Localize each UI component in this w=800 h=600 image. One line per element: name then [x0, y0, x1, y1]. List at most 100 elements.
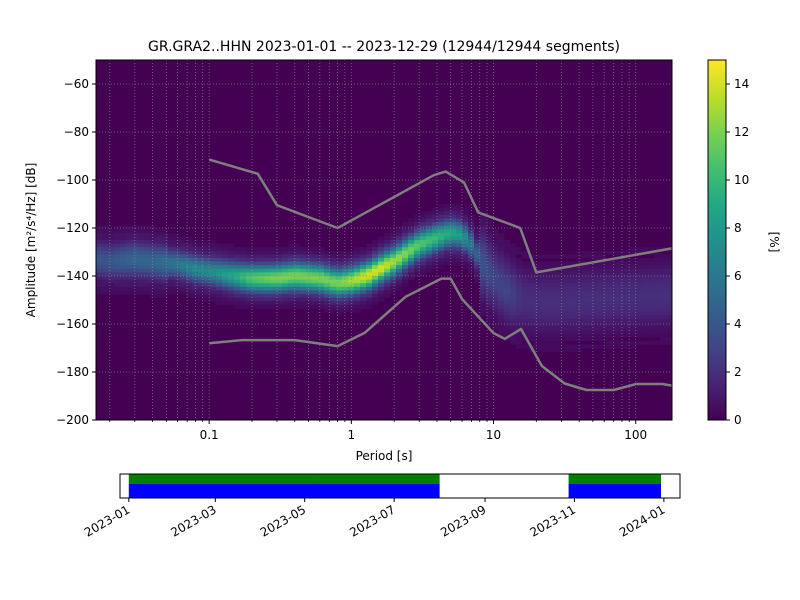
- heatmap-cell: [108, 261, 115, 266]
- heatmap-cell: [534, 279, 541, 284]
- heatmap-cell: [420, 214, 427, 219]
- heatmap-cell: [600, 297, 607, 302]
- heatmap-cell: [654, 290, 661, 295]
- heatmap-cell: [636, 330, 643, 334]
- heatmap-cell: [588, 312, 595, 316]
- heatmap-cell: [606, 286, 613, 291]
- heatmap-cell: [522, 268, 529, 273]
- heatmap-cell: [462, 211, 469, 216]
- heatmap-cell: [558, 333, 565, 338]
- heatmap-cell: [288, 279, 295, 284]
- heatmap-cell: [330, 258, 337, 262]
- heatmap-cell: [264, 276, 271, 280]
- heatmap-cell: [156, 250, 163, 255]
- heatmap-cell: [414, 258, 421, 262]
- heatmap-cell: [132, 272, 139, 277]
- heatmap-cell: [222, 290, 229, 295]
- heatmap-cell: [276, 268, 283, 273]
- heatmap-cell: [378, 247, 385, 252]
- heatmap-cell: [612, 261, 619, 266]
- heatmap-cell: [636, 308, 643, 313]
- heatmap-cell: [474, 229, 481, 234]
- heatmap-cell: [354, 268, 361, 273]
- heatmap-cell: [126, 276, 133, 280]
- timeline-date-ticks: 2023-01 2023-03 2023-05 2023-07 2023-09 2023-…: [82, 498, 667, 540]
- heatmap-cell: [372, 297, 379, 302]
- heatmap-cell: [354, 290, 361, 295]
- heatmap-cell: [582, 337, 589, 342]
- heatmap-cell: [378, 236, 385, 241]
- heatmap-cell: [366, 283, 373, 288]
- heatmap-cell: [504, 272, 511, 277]
- heatmap-cell: [102, 232, 109, 237]
- heatmap-cell: [564, 272, 571, 277]
- heatmap-cell: [186, 236, 193, 241]
- heatmap-cell: [576, 290, 583, 295]
- heatmap-cell: [324, 265, 331, 270]
- heatmap-cell: [636, 272, 643, 277]
- heatmap-cell: [558, 261, 565, 266]
- heatmap-cell: [96, 276, 103, 280]
- heatmap-cell: [264, 290, 271, 295]
- heatmap-cell: [300, 254, 307, 259]
- heatmap-cell: [582, 250, 589, 255]
- heatmap-cell: [630, 286, 637, 291]
- heatmap-cell: [294, 247, 301, 252]
- heatmap-cell: [300, 279, 307, 284]
- heatmap-cell: [642, 322, 649, 327]
- heatmap-cell: [564, 337, 571, 342]
- heatmap-cell: [306, 261, 313, 266]
- heatmap-cell: [234, 268, 241, 273]
- heatmap-cell: [492, 243, 499, 248]
- heatmap-cell: [516, 330, 523, 334]
- heatmap-cell: [210, 261, 217, 266]
- heatmap-cell: [624, 279, 631, 284]
- heatmap-cell: [204, 283, 211, 288]
- heatmap-cell: [330, 304, 337, 309]
- heatmap-cell: [660, 337, 667, 342]
- heatmap-cell: [468, 254, 475, 259]
- heatmap-cell: [192, 294, 199, 298]
- heatmap-cell: [414, 247, 421, 252]
- heatmap-cell: [102, 261, 109, 266]
- heatmap-cell: [480, 265, 487, 270]
- x-tick-label: 100: [624, 428, 647, 442]
- heatmap-cell: [558, 308, 565, 313]
- heatmap-cell: [594, 268, 601, 273]
- heatmap-cell: [498, 297, 505, 302]
- heatmap-cell: [162, 254, 169, 259]
- heatmap-cell: [336, 290, 343, 295]
- heatmap-cell: [396, 247, 403, 252]
- heatmap-cell: [594, 301, 601, 306]
- heatmap-cell: [318, 294, 325, 298]
- heatmap-cell: [414, 243, 421, 248]
- heatmap-cell: [258, 276, 265, 280]
- heatmap-cell: [600, 286, 607, 291]
- heatmap-cell: [366, 247, 373, 252]
- heatmap-cell: [552, 333, 559, 338]
- heatmap-cell: [504, 247, 511, 252]
- heatmap-cell: [564, 333, 571, 338]
- heatmap-cell: [588, 344, 595, 349]
- heatmap-cell: [666, 272, 672, 277]
- heatmap-cell: [360, 297, 367, 302]
- heatmap-cell: [516, 308, 523, 313]
- heatmap-cell: [396, 261, 403, 266]
- heatmap-cell: [522, 301, 529, 306]
- heatmap-cell: [588, 268, 595, 273]
- heatmap-cell: [102, 268, 109, 273]
- heatmap-cell: [624, 268, 631, 273]
- heatmap-cell: [138, 290, 145, 295]
- heatmap-cell: [564, 268, 571, 273]
- heatmap-cell: [246, 268, 253, 273]
- heatmap-cell: [540, 276, 547, 280]
- heatmap-cell: [516, 265, 523, 270]
- heatmap-cell: [546, 272, 553, 277]
- heatmap-cell: [504, 294, 511, 298]
- heatmap-cell: [222, 272, 229, 277]
- heatmap-cell: [504, 304, 511, 309]
- heatmap-cell: [318, 258, 325, 262]
- heatmap-cell: [492, 240, 499, 244]
- heatmap-cell: [630, 312, 637, 316]
- heatmap-cell: [342, 261, 349, 266]
